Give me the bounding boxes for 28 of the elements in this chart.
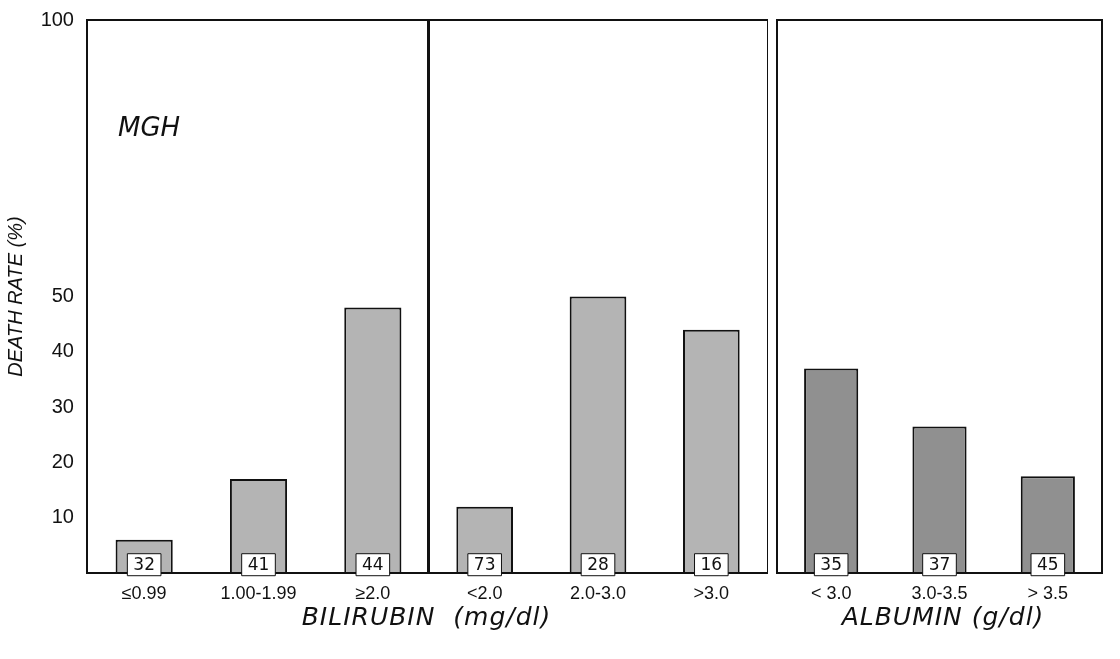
x-axis-title: ALBUMIN (g/dl): [839, 602, 1046, 633]
y-tick-label: 30: [51, 394, 74, 417]
y-axis-title: DEATH RATE (%): [3, 216, 26, 377]
annotation: 44: [362, 554, 384, 575]
x-tick-label: ≥2.0: [355, 582, 391, 603]
annotation: 45: [1037, 554, 1059, 575]
y-tick-label: 50: [51, 284, 74, 307]
x-axis-title: BILIRUBIN (mg/dl): [300, 602, 553, 633]
y-tick-label: 10: [51, 505, 74, 528]
x-tick-label: > 3.5: [1027, 582, 1069, 603]
annotation: 28: [587, 554, 609, 575]
y-tick-label: 20: [51, 449, 74, 472]
annotation: 35: [820, 554, 842, 575]
annotation: 41: [247, 554, 270, 575]
annotation: 32: [133, 554, 155, 575]
y-tick-label: 100: [40, 7, 74, 30]
annotation: 73: [473, 554, 496, 575]
x-tick-label: >3.0: [693, 582, 730, 603]
x-tick-label: <2.0: [466, 582, 503, 603]
x-tick-label: < 3.0: [810, 582, 852, 603]
annotation: 16: [700, 554, 723, 575]
annotation: MGH: [118, 112, 182, 142]
x-tick-label: 3.0-3.5: [911, 582, 968, 603]
annotation: 37: [928, 554, 951, 575]
y-tick-label: 40: [51, 339, 74, 362]
x-tick-label: ≤0.99: [121, 582, 167, 603]
x-tick-label: 1.00-1.99: [220, 582, 297, 603]
x-tick-label: 2.0-3.0: [569, 582, 627, 603]
